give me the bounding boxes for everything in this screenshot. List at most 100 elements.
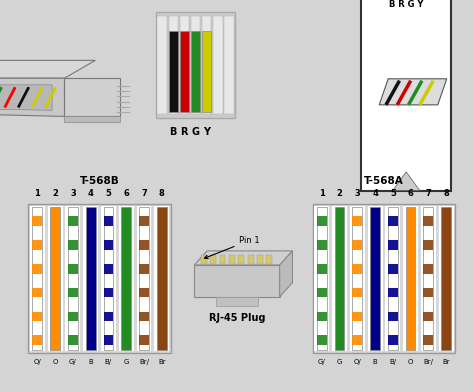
Text: G: G [124,359,129,365]
Bar [423,312,433,321]
Bar [421,206,436,351]
Bar [317,288,327,298]
Bar [50,207,60,350]
Bar [317,312,327,321]
Text: Y: Y [203,127,210,138]
Bar [157,207,167,350]
Bar [423,216,433,226]
Text: T-568B: T-568B [80,176,119,186]
Bar [68,240,78,250]
Bar [103,207,113,350]
Bar [32,264,42,274]
Bar [139,312,149,321]
Bar [403,206,418,351]
Text: 7: 7 [141,189,147,198]
Bar [103,240,113,250]
Polygon shape [0,78,64,116]
Bar [317,336,327,345]
Bar [139,216,149,226]
Bar [201,256,207,264]
Bar [441,207,451,350]
Text: Pin 1: Pin 1 [204,236,260,259]
Bar [32,216,42,226]
Bar [388,336,398,345]
Text: 7: 7 [426,189,431,198]
Bar [139,336,149,345]
Bar [317,240,327,250]
Bar [28,204,171,353]
Bar [86,207,96,350]
Bar [191,31,200,112]
Polygon shape [216,297,258,306]
Bar [335,207,345,350]
Text: O: O [408,359,413,365]
Bar [156,12,235,118]
Text: G/: G/ [69,359,77,365]
Polygon shape [361,0,451,191]
Bar [388,288,398,298]
Bar [229,256,235,264]
Bar [352,264,362,274]
Bar [266,256,273,264]
Bar [101,206,116,351]
Text: 4: 4 [88,189,93,198]
Bar [137,206,152,351]
Text: G/: G/ [318,359,326,365]
Bar [191,16,200,114]
Bar [423,264,433,274]
Text: RJ-45 Plug: RJ-45 Plug [209,313,265,323]
Bar [157,16,167,114]
Text: B: B [170,127,177,138]
Text: Br: Br [442,359,450,365]
Bar [238,256,244,264]
Bar [350,206,365,351]
Bar [352,207,362,350]
Bar [388,240,398,250]
Bar [388,312,398,321]
Bar [352,312,362,321]
Text: B: B [88,359,93,365]
Bar [406,207,416,350]
Bar [388,264,398,274]
Bar [139,207,149,350]
Text: O: O [53,359,58,365]
Text: T-568A: T-568A [364,176,404,186]
Text: 1: 1 [35,189,40,198]
Bar [155,206,169,351]
Polygon shape [194,265,280,297]
Bar [139,240,149,250]
Polygon shape [280,251,292,297]
Bar [32,240,42,250]
Text: 5: 5 [390,189,396,198]
Polygon shape [64,78,120,116]
Polygon shape [64,116,120,122]
Bar [65,206,80,351]
Bar [313,204,455,353]
Bar [202,16,211,114]
Polygon shape [392,172,420,191]
Bar [368,206,383,351]
Text: O/: O/ [34,359,41,365]
Text: 5: 5 [106,189,111,198]
Text: G: G [337,359,342,365]
Bar [247,256,254,264]
Text: 4: 4 [372,189,378,198]
Bar [30,206,45,351]
Bar [388,207,398,350]
Bar [257,256,263,264]
Bar [139,264,149,274]
Text: R: R [181,127,188,138]
Bar [169,16,178,114]
Bar [423,336,433,345]
Bar [118,206,134,351]
Text: B/: B/ [389,359,396,365]
Bar [32,312,42,321]
Bar [103,336,113,345]
Text: 2: 2 [337,189,342,198]
Bar [103,216,113,226]
Bar [32,336,42,345]
Polygon shape [379,79,447,105]
Bar [68,216,78,226]
Bar [210,256,216,264]
Text: Br/: Br/ [423,359,433,365]
